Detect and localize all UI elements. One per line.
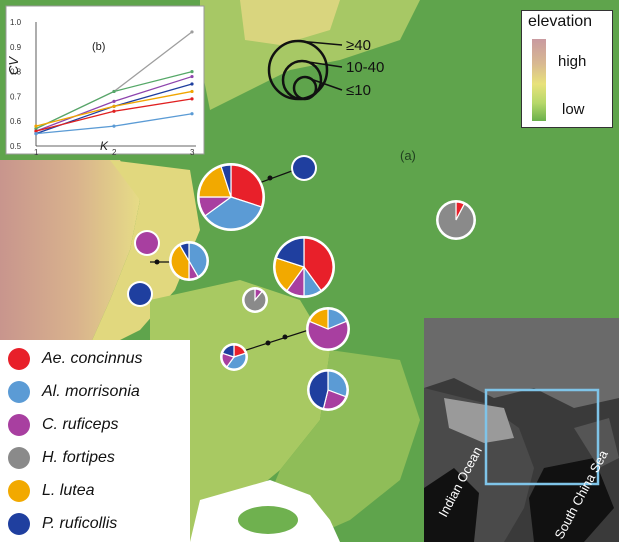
inset-series-point [190, 89, 194, 94]
size-legend-small: ≤10 [346, 82, 371, 99]
inset-y-tick-label: 0.5 [10, 142, 22, 151]
pie-slice [308, 370, 329, 410]
legend-label: Al. morrisonia [42, 383, 140, 400]
pie-slice [293, 157, 315, 179]
inset-ylabel: CV [6, 56, 21, 75]
population-pie [306, 307, 350, 351]
population-pie [127, 281, 153, 307]
inset-y-tick-label: 0.9 [10, 43, 22, 52]
legend-item-p-ruficollis: P. ruficollis [8, 511, 117, 537]
inset-series-point [190, 30, 194, 34]
pie-slice [221, 344, 235, 358]
pie-slice [179, 242, 190, 264]
legend-label: L. lutea [42, 482, 95, 499]
inset-y-tick-label: 0.8 [10, 68, 22, 77]
legend-label: H. fortipes [42, 449, 115, 466]
size-legend-medium: 10-40 [346, 59, 384, 76]
elevation-low-label: low [562, 101, 585, 118]
island [238, 506, 298, 534]
inset-series-point [34, 132, 38, 136]
legend-item-ae-concinnus: Ae. concinnus [8, 346, 143, 372]
population-pie [220, 343, 248, 371]
pie-slice [243, 288, 267, 312]
population-pie [242, 287, 268, 313]
pie-slice [136, 232, 158, 254]
pie-slice [327, 370, 348, 398]
pie-slice [275, 237, 305, 268]
inset-series-point [112, 99, 116, 103]
inset-series-point [112, 124, 116, 128]
legend-swatch [8, 513, 30, 535]
population-pies [127, 155, 476, 411]
elevation-legend-title: elevation [528, 13, 593, 30]
inset-series-point [34, 129, 38, 133]
inset-series-point [112, 109, 116, 113]
inset-series-point [34, 127, 38, 131]
inset-x-tick-label: 3 [190, 148, 195, 157]
species-legend: Ae. concinnus Al. morrisonia C. ruficeps… [0, 340, 190, 542]
inset-series-point [34, 124, 38, 128]
pie-slice [204, 196, 263, 230]
elevation-high-label: high [558, 53, 587, 70]
population-pie [291, 155, 317, 181]
inset-y-ticks: 1.0 0.9 0.8 0.7 0.6 0.5 [10, 18, 22, 151]
population-pie [307, 369, 349, 411]
central-hills [150, 280, 330, 542]
legend-swatch [8, 480, 30, 502]
inset-y-tick-label: 1.0 [10, 18, 22, 27]
study-area-box [484, 388, 600, 486]
legend-item-c-ruficeps: C. ruficeps [8, 412, 118, 438]
world-inset-map: Indian Ocean South China Sea [424, 318, 619, 542]
size-legend: ≥40 10-40 ≤10 [267, 37, 384, 101]
legend-item-h-fortipes: H. fortipes [8, 445, 115, 471]
inset-x-tick-label: 1 [34, 148, 39, 157]
elevation-color-bar [532, 39, 546, 121]
map-panel-label: (a) [400, 148, 416, 163]
population-pie [273, 236, 335, 298]
inset-x-ticks: 1 2 3 [34, 148, 195, 157]
pie-slice [226, 352, 247, 370]
inset-series-point [190, 97, 194, 101]
inset-y-tick-label: 0.7 [10, 92, 22, 101]
northern-plateau [240, 0, 340, 45]
legend-swatch [8, 447, 30, 469]
legend-label: Ae. concinnus [42, 350, 143, 367]
inset-panel-label: (b) [92, 41, 105, 53]
population-pie [134, 230, 160, 256]
inset-series-point [190, 82, 194, 86]
inset-series-point [112, 89, 116, 94]
legend-swatch [8, 348, 30, 370]
population-pie [169, 241, 209, 281]
pie-slice [274, 257, 305, 292]
pie-slice [129, 283, 151, 305]
population-pie [436, 200, 476, 240]
inset-y-tick-label: 0.6 [10, 117, 22, 126]
inset-series-point [190, 112, 194, 116]
inset-series-point [190, 70, 194, 74]
legend-swatch [8, 381, 30, 403]
legend-item-al-morrisonia: Al. morrisonia [8, 379, 140, 405]
legend-label: C. ruficeps [42, 416, 119, 433]
inset-series-point [190, 74, 194, 79]
legend-label: P. ruficollis [42, 515, 118, 532]
inset-xlabel: K [100, 139, 109, 153]
size-legend-large: ≥40 [346, 37, 371, 54]
pie-slice [437, 201, 475, 239]
inset-series [34, 30, 194, 136]
pie-slice [230, 164, 264, 208]
connector-south [239, 327, 316, 353]
legend-item-l-lutea: L. lutea [8, 478, 94, 504]
pie-slice [220, 164, 232, 198]
inset-x-tick-label: 2 [112, 148, 117, 157]
pie-slice [303, 237, 334, 292]
world-inset-svg: Indian Ocean South China Sea [424, 318, 619, 542]
elevation-legend: elevation high low [521, 10, 613, 128]
population-pie [197, 163, 265, 231]
legend-swatch [8, 414, 30, 436]
western-highlands [0, 160, 140, 345]
pie-slice [308, 308, 329, 330]
pie-slice [307, 320, 349, 350]
inset-series-point [112, 104, 116, 108]
